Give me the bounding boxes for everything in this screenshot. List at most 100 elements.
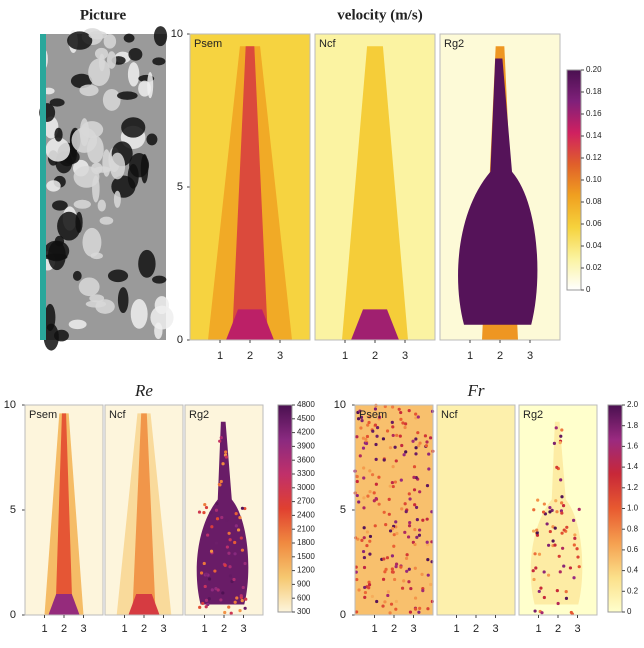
y-tick-label: 10: [4, 399, 16, 411]
map-speck: [241, 549, 244, 552]
x-tick-label: 2: [61, 623, 67, 635]
colorbar-tick-label: 0.2: [627, 586, 639, 595]
map-speck: [238, 516, 241, 519]
map-speck: [206, 533, 209, 536]
map-speck: [377, 476, 380, 479]
map-speck: [371, 595, 374, 598]
map-speck: [198, 510, 201, 513]
map-speck: [357, 588, 360, 591]
colorbar-tick-label: 4200: [297, 428, 315, 437]
map-speck: [368, 490, 371, 493]
map-speck: [400, 479, 403, 482]
map-speck: [235, 524, 238, 527]
x-tick-label: 2: [141, 623, 147, 635]
x-tick-label: 1: [121, 623, 127, 635]
map-panel: [185, 405, 263, 615]
map-speck: [546, 522, 549, 525]
map-speck: [534, 566, 537, 569]
map-speck: [234, 601, 237, 604]
x-tick-label: 3: [80, 623, 86, 635]
photo-patch: [147, 72, 153, 98]
map-speck: [424, 434, 427, 437]
map-speck: [363, 566, 366, 569]
map-speck: [572, 519, 575, 522]
map-speck: [366, 435, 369, 438]
map-speck: [217, 588, 220, 591]
colorbar-tick-label: 0.20: [586, 65, 602, 74]
map-speck: [548, 506, 551, 509]
map-speck: [417, 611, 420, 614]
map-speck: [362, 550, 365, 553]
photo-patch: [121, 117, 145, 137]
colorbar-tick-label: 3000: [297, 483, 315, 492]
map-speck: [375, 435, 378, 438]
panel-label: Ncf: [441, 409, 458, 421]
map-speck: [388, 498, 391, 501]
colorbar-tick-label: 0.12: [586, 153, 602, 162]
map-speck: [547, 544, 550, 547]
map-speck: [227, 606, 230, 609]
map-speck: [560, 428, 563, 431]
map-speck: [409, 611, 412, 614]
map-speck: [394, 446, 397, 449]
photo-patch: [107, 51, 116, 69]
photo-patch: [152, 276, 166, 284]
map-speck: [384, 523, 387, 526]
map-speck: [399, 565, 402, 568]
colorbar-tick-label: 2400: [297, 511, 315, 520]
x-tick-label: 3: [160, 623, 166, 635]
map-speck: [413, 528, 416, 531]
map-speck: [242, 586, 245, 589]
map-speck: [241, 599, 244, 602]
map-speck: [575, 547, 578, 550]
map-speck: [373, 491, 376, 494]
map-speck: [418, 528, 421, 531]
map-speck: [403, 426, 406, 429]
map-speck: [374, 423, 377, 426]
map-speck: [368, 540, 371, 543]
map-speck: [414, 413, 417, 416]
map-speck: [200, 571, 203, 574]
map-speck: [240, 536, 243, 539]
photo-patch: [73, 271, 82, 281]
photo-patch: [75, 212, 82, 233]
map-speck: [220, 516, 223, 519]
map-speck: [229, 538, 232, 541]
photo-patch: [138, 250, 155, 278]
map-speck: [371, 430, 374, 433]
map-speck: [359, 454, 362, 457]
map-speck: [374, 443, 377, 446]
map-speck: [536, 499, 539, 502]
map-speck: [421, 519, 424, 522]
photo-patch: [54, 128, 62, 142]
map-speck: [572, 576, 575, 579]
map-speck: [382, 437, 385, 440]
map-speck: [416, 518, 419, 521]
map-speck: [215, 541, 218, 544]
x-tick-label: 3: [410, 623, 416, 635]
map-speck: [378, 503, 381, 506]
map-speck: [235, 512, 238, 515]
photo-patch: [95, 299, 114, 314]
panel-label: Psem: [194, 38, 222, 50]
photo-patch: [82, 228, 101, 257]
map-speck: [244, 607, 247, 610]
x-tick-label: 1: [535, 623, 541, 635]
map-speck: [554, 527, 557, 530]
map-speck: [391, 570, 394, 573]
colorbar-tick-label: 0.10: [586, 175, 602, 184]
map-speck: [548, 510, 551, 513]
map-speck: [407, 580, 410, 583]
map-speck: [386, 429, 389, 432]
x-tick-label: 1: [217, 350, 223, 362]
map-speck: [559, 570, 562, 573]
map-speck: [532, 569, 535, 572]
map-speck: [362, 496, 365, 499]
map-speck: [204, 585, 207, 588]
y-tick-label: 5: [340, 504, 346, 516]
map-speck: [408, 524, 411, 527]
map-speck: [400, 507, 403, 510]
map-speck: [394, 480, 397, 483]
panel-label: Rg2: [189, 409, 209, 421]
map-speck: [390, 603, 393, 606]
